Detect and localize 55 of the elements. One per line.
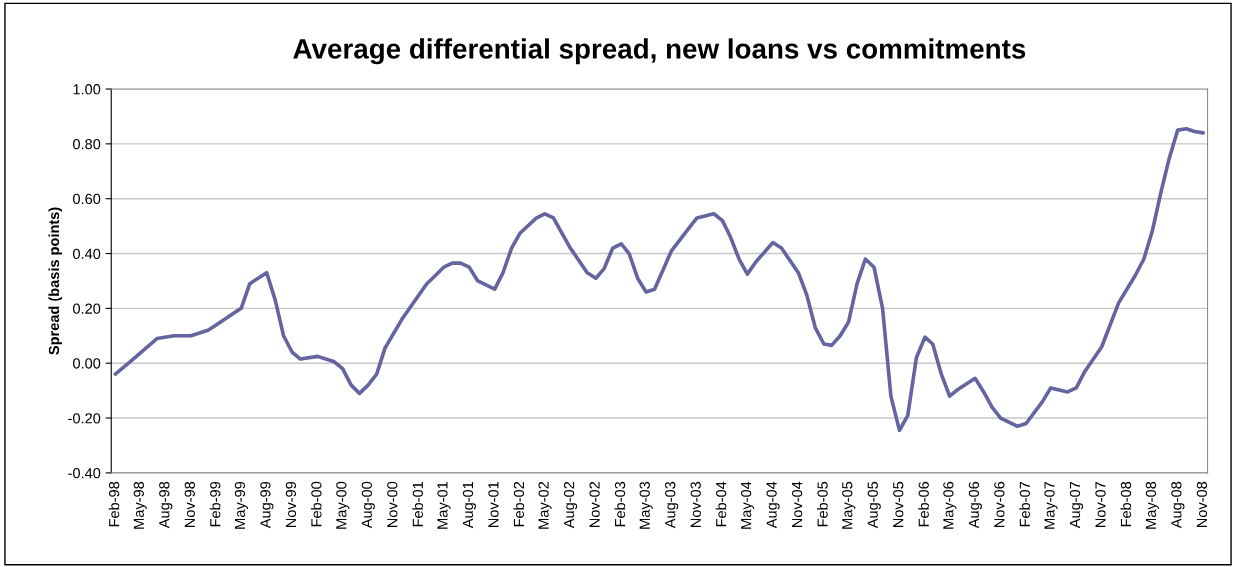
x-tick-label: Feb-01: [412, 481, 423, 527]
x-tick-label: Aug-08: [1171, 481, 1185, 529]
y-axis-title: Spread (basis points): [48, 207, 63, 355]
y-tick-label: 0.20: [73, 303, 101, 314]
x-tick-label: May-04: [740, 481, 755, 529]
x-tick-label: May-02: [538, 481, 552, 529]
x-tick-label: Feb-00: [310, 481, 322, 527]
x-tick-label: Nov-98: [184, 481, 195, 528]
x-tick-label: Aug-01: [462, 481, 476, 529]
x-tick-label: Feb-05: [817, 481, 828, 527]
x-tick-label: Nov-06: [994, 481, 1005, 528]
y-tick-label: 0.60: [73, 193, 101, 205]
x-tick-label: May-06: [943, 481, 957, 529]
y-tick-label: -0.40: [68, 467, 101, 479]
x-tick-label: Feb-99: [209, 481, 221, 527]
x-tick-label: Nov-08: [1196, 481, 1208, 528]
x-tick-label: Feb-04: [715, 481, 727, 527]
x-tick-label: Aug-02: [563, 481, 578, 529]
line-series: [113, 126, 1205, 433]
y-tick-label: 1.00: [73, 84, 101, 95]
x-tick-label: May-03: [639, 481, 653, 529]
x-tick-label: Aug-07: [1069, 481, 1084, 529]
y-tick-label: 0.40: [73, 248, 101, 259]
x-tick-label: Aug-03: [665, 481, 679, 529]
x-tick-label: Nov-01: [488, 481, 499, 528]
x-tick-label: May-05: [842, 481, 856, 529]
x-tick-label: Aug-05: [867, 481, 881, 529]
x-tick-label: Aug-06: [968, 481, 982, 529]
x-tick-label: May-00: [336, 481, 350, 529]
x-tick-label: May-07: [1044, 481, 1058, 529]
x-tick-label: Nov-05: [893, 481, 904, 528]
x-tick-label: Aug-00: [361, 481, 375, 529]
x-tick-label: May-08: [1145, 481, 1159, 529]
x-tick-label: Aug-98: [159, 481, 173, 529]
y-tick-label: -0.20: [68, 413, 101, 424]
x-tick-label: May-99: [234, 481, 248, 529]
y-tick-label: 0.80: [73, 138, 101, 150]
x-tick-label: Feb-07: [1019, 481, 1031, 527]
x-tick-label: Feb-08: [1120, 481, 1132, 527]
x-tick-label: Nov-99: [285, 481, 297, 528]
x-tick-label: Nov-00: [387, 481, 398, 528]
y-tick-label: 0.00: [73, 358, 101, 369]
x-tick-label: Nov-02: [589, 481, 600, 528]
x-tick-label: Feb-02: [513, 481, 525, 527]
x-tick-label: Aug-99: [260, 481, 274, 529]
x-tick-label: May-01: [437, 481, 451, 529]
x-tick-label: May-98: [133, 481, 147, 529]
x-tick-label: Feb-03: [614, 481, 626, 527]
x-tick-label: Feb-06: [918, 481, 929, 527]
x-tick-label: Nov-03: [690, 481, 701, 528]
x-tick-label: Feb-98: [108, 481, 120, 527]
x-tick-label: Nov-07: [1095, 481, 1106, 528]
x-tick-label: Aug-04: [766, 481, 780, 529]
x-tick-label: Nov-04: [791, 481, 803, 528]
chart-title: Average differential spread, new loans vs commitments: [293, 38, 1026, 65]
